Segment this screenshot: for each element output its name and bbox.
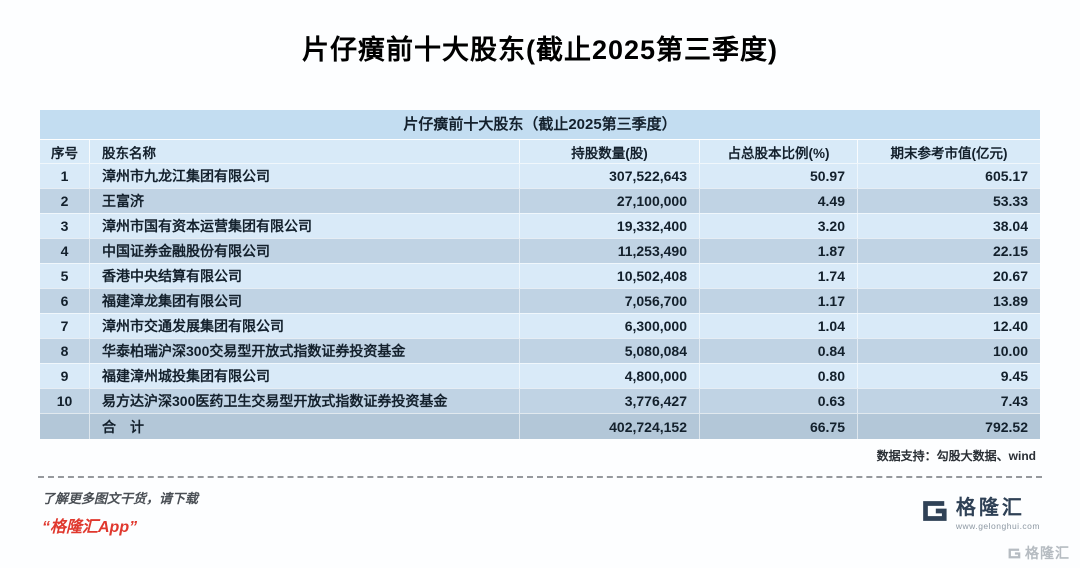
table-body: 1 漳州市九龙江集团有限公司 307,522,643 50.97 605.17 2 王富济 2… <box>40 163 1040 413</box>
table-total-row: 合 计 402,724,152 66.75 792.52 <box>40 413 1040 439</box>
cell-market-value: 20.67 <box>992 268 1028 284</box>
logo-text-block: 格隆汇 www.gelonghui.com <box>956 491 1040 531</box>
cell-market-value: 12.40 <box>992 318 1028 334</box>
watermark-g-icon <box>1008 548 1021 558</box>
cell-ratio: 0.84 <box>700 339 858 363</box>
total-ratio: 66.75 <box>700 414 858 439</box>
cell-rank: 3 <box>40 214 90 238</box>
data-support-note: 数据支持：勾股大数据、wind <box>876 449 1036 463</box>
cell-market-value: 53.33 <box>992 193 1028 209</box>
watermark-text: 格隆汇 <box>1025 545 1070 561</box>
cell-rank: 9 <box>40 364 90 388</box>
total-rank-cell <box>40 414 90 439</box>
col-header-ratio: 占总股本比例(%) <box>700 140 858 163</box>
cell-shares: 11,253,490 <box>520 239 700 263</box>
cell-shares: 27,100,000 <box>520 189 700 213</box>
cell-shareholder-name: 福建漳龙集团有限公司 <box>90 289 520 313</box>
cell-market-value: 38.04 <box>992 218 1028 234</box>
cell-market-value: 13.89 <box>992 293 1028 309</box>
cell-shares: 19,332,400 <box>520 214 700 238</box>
cell-shares: 4,800,000 <box>520 364 700 388</box>
table-row: 4 中国证券金融股份有限公司 11,253,490 1.87 22.15 <box>40 238 1040 263</box>
cell-shares: 7,056,700 <box>520 289 700 313</box>
cell-shareholder-name: 香港中央结算有限公司 <box>90 264 520 288</box>
cell-rank: 8 <box>40 339 90 363</box>
app-name-text: “格隆汇App” <box>42 519 138 536</box>
page-title: 片仔癀前十大股东(截止2025第三季度) <box>301 35 779 65</box>
cell-rank: 5 <box>40 264 90 288</box>
cell-rank: 10 <box>40 389 90 413</box>
col-header-rank: 序号 <box>40 140 90 163</box>
cell-shareholder-name: 漳州市国有资本运营集团有限公司 <box>90 214 520 238</box>
cell-shares: 10,502,408 <box>520 264 700 288</box>
cell-shares: 5,080,084 <box>520 339 700 363</box>
cell-rank: 6 <box>40 289 90 313</box>
cell-market-value: 7.43 <box>1000 393 1028 409</box>
col-header-name: 股东名称 <box>90 140 520 163</box>
col-header-value: 期末参考市值(亿元) <box>890 145 1008 161</box>
cell-market-value: 22.15 <box>992 243 1028 259</box>
cell-shares: 3,776,427 <box>520 389 700 413</box>
cell-ratio: 3.20 <box>700 214 858 238</box>
table-row: 9 福建漳州城投集团有限公司 4,800,000 0.80 9.45 <box>40 363 1040 388</box>
table-row: 1 漳州市九龙江集团有限公司 307,522,643 50.97 605.17 <box>40 163 1040 188</box>
cell-shareholder-name: 王富济 <box>90 189 520 213</box>
cell-ratio: 4.49 <box>700 189 858 213</box>
cell-ratio: 0.80 <box>700 364 858 388</box>
gelonghui-g-icon <box>923 501 947 521</box>
table-row: 5 香港中央结算有限公司 10,502,408 1.74 20.67 <box>40 263 1040 288</box>
table-row: 8 华泰柏瑞沪深300交易型开放式指数证券投资基金 5,080,084 0.84 10.… <box>40 338 1040 363</box>
cell-shareholder-name: 漳州市交通发展集团有限公司 <box>90 314 520 338</box>
cell-market-value: 9.45 <box>1000 368 1028 384</box>
table-row: 2 王富济 27,100,000 4.49 53.33 <box>40 188 1040 213</box>
table-title: 片仔癀前十大股东（截止2025第三季度） <box>40 110 1040 139</box>
cell-shareholder-name: 福建漳州城投集团有限公司 <box>90 364 520 388</box>
table-row: 10 易方达沪深300医药卫生交易型开放式指数证券投资基金 3,776,427 0.6… <box>40 388 1040 413</box>
cell-shares: 307,522,643 <box>520 164 700 188</box>
shareholders-table: 片仔癀前十大股东（截止2025第三季度） 序号 股东名称 持股数量(股) 占总股… <box>40 110 1040 439</box>
corner-watermark: 格隆汇 <box>1006 543 1070 563</box>
cell-shareholder-name: 漳州市九龙江集团有限公司 <box>90 164 520 188</box>
cell-rank: 7 <box>40 314 90 338</box>
cell-shareholder-name: 中国证券金融股份有限公司 <box>90 239 520 263</box>
logo-brand-text: 格隆汇 <box>955 497 1025 519</box>
cell-shares: 6,300,000 <box>520 314 700 338</box>
logo-url-text: www.gelonghui.com <box>955 521 1040 531</box>
table-header-row: 序号 股东名称 持股数量(股) 占总股本比例(%) 期末参考市值(亿元) <box>40 139 1040 163</box>
table-row: 6 福建漳龙集团有限公司 7,056,700 1.17 13.89 <box>40 288 1040 313</box>
cell-market-value: 605.17 <box>985 168 1028 184</box>
cell-rank: 4 <box>40 239 90 263</box>
cell-rank: 1 <box>40 164 90 188</box>
promo-text: 了解更多图文干货，请下载 <box>42 491 199 506</box>
dashed-divider <box>38 476 1042 478</box>
cell-shareholder-name: 华泰柏瑞沪深300交易型开放式指数证券投资基金 <box>90 339 520 363</box>
total-label: 合 计 <box>90 414 520 439</box>
cell-ratio: 50.97 <box>700 164 858 188</box>
table-row: 3 漳州市国有资本运营集团有限公司 19,332,400 3.20 38.04 <box>40 213 1040 238</box>
footer-promo: 了解更多图文干货，请下载 “格隆汇App” <box>42 488 198 537</box>
total-value: 792.52 <box>985 418 1028 435</box>
cell-ratio: 1.74 <box>700 264 858 288</box>
col-header-shares: 持股数量(股) <box>520 140 700 163</box>
table-row: 7 漳州市交通发展集团有限公司 6,300,000 1.04 12.40 <box>40 313 1040 338</box>
cell-ratio: 1.04 <box>700 314 858 338</box>
cell-ratio: 1.87 <box>700 239 858 263</box>
cell-shareholder-name: 易方达沪深300医药卫生交易型开放式指数证券投资基金 <box>90 389 520 413</box>
cell-ratio: 1.17 <box>700 289 858 313</box>
cell-market-value: 10.00 <box>992 343 1028 359</box>
cell-rank: 2 <box>40 189 90 213</box>
total-shares: 402,724,152 <box>520 414 700 439</box>
gelonghui-logo: 格隆汇 www.gelonghui.com <box>918 491 1040 531</box>
cell-ratio: 0.63 <box>700 389 858 413</box>
